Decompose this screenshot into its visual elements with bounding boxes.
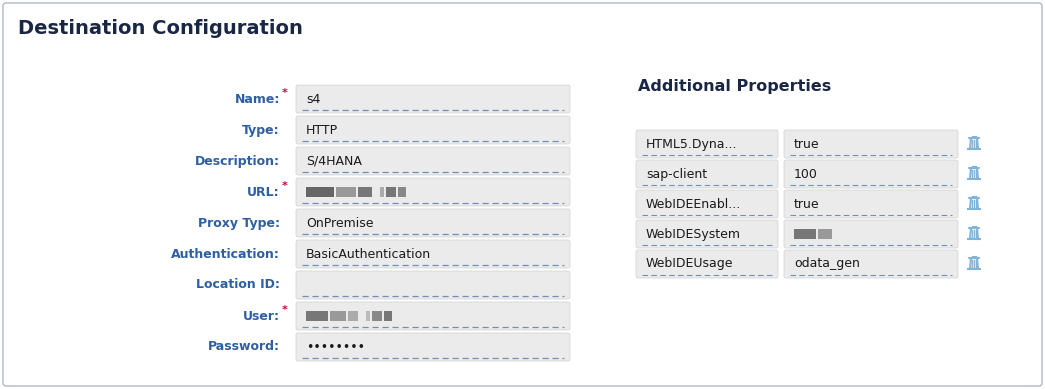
FancyBboxPatch shape bbox=[380, 187, 384, 197]
FancyBboxPatch shape bbox=[296, 271, 570, 299]
Text: BasicAuthentication: BasicAuthentication bbox=[306, 247, 432, 261]
Text: S/4HANA: S/4HANA bbox=[306, 154, 362, 168]
FancyBboxPatch shape bbox=[784, 250, 958, 278]
FancyBboxPatch shape bbox=[296, 85, 570, 113]
Text: odata_gen: odata_gen bbox=[794, 258, 860, 270]
Text: sap-client: sap-client bbox=[646, 168, 707, 180]
Text: OnPremise: OnPremise bbox=[306, 217, 373, 230]
FancyBboxPatch shape bbox=[366, 311, 370, 321]
FancyBboxPatch shape bbox=[296, 240, 570, 268]
FancyBboxPatch shape bbox=[636, 160, 777, 188]
FancyBboxPatch shape bbox=[784, 190, 958, 218]
FancyBboxPatch shape bbox=[306, 187, 334, 197]
FancyBboxPatch shape bbox=[794, 229, 816, 239]
Text: true: true bbox=[794, 198, 819, 210]
FancyBboxPatch shape bbox=[296, 209, 570, 237]
Text: Type:: Type: bbox=[242, 123, 280, 137]
FancyBboxPatch shape bbox=[348, 311, 358, 321]
Text: Destination Configuration: Destination Configuration bbox=[18, 19, 303, 38]
Text: Password:: Password: bbox=[208, 340, 280, 354]
FancyBboxPatch shape bbox=[296, 302, 570, 330]
FancyBboxPatch shape bbox=[636, 220, 777, 248]
FancyBboxPatch shape bbox=[372, 311, 382, 321]
FancyBboxPatch shape bbox=[384, 311, 392, 321]
Text: WebIDESystem: WebIDESystem bbox=[646, 228, 741, 240]
Text: ••••••••: •••••••• bbox=[306, 340, 365, 354]
Text: *: * bbox=[282, 181, 287, 191]
FancyBboxPatch shape bbox=[784, 160, 958, 188]
Text: Additional Properties: Additional Properties bbox=[638, 79, 831, 94]
FancyBboxPatch shape bbox=[358, 187, 372, 197]
FancyBboxPatch shape bbox=[296, 333, 570, 361]
Text: User:: User: bbox=[243, 310, 280, 322]
Text: HTML5.Dyna...: HTML5.Dyna... bbox=[646, 137, 738, 151]
FancyBboxPatch shape bbox=[636, 250, 777, 278]
FancyBboxPatch shape bbox=[386, 187, 396, 197]
FancyBboxPatch shape bbox=[306, 311, 328, 321]
FancyBboxPatch shape bbox=[784, 130, 958, 158]
Text: Name:: Name: bbox=[235, 93, 280, 105]
Text: 100: 100 bbox=[794, 168, 818, 180]
FancyBboxPatch shape bbox=[296, 178, 570, 206]
FancyBboxPatch shape bbox=[296, 147, 570, 175]
FancyBboxPatch shape bbox=[296, 116, 570, 144]
Text: Authentication:: Authentication: bbox=[171, 247, 280, 261]
Text: Proxy Type:: Proxy Type: bbox=[198, 217, 280, 230]
FancyBboxPatch shape bbox=[330, 311, 346, 321]
Text: Location ID:: Location ID: bbox=[196, 279, 280, 291]
Text: *: * bbox=[282, 88, 287, 98]
Text: HTTP: HTTP bbox=[306, 123, 339, 137]
FancyBboxPatch shape bbox=[818, 229, 832, 239]
Text: WebIDEUsage: WebIDEUsage bbox=[646, 258, 734, 270]
FancyBboxPatch shape bbox=[3, 3, 1042, 386]
FancyBboxPatch shape bbox=[784, 220, 958, 248]
Text: URL:: URL: bbox=[248, 186, 280, 198]
Text: WebIDEEnabl...: WebIDEEnabl... bbox=[646, 198, 741, 210]
FancyBboxPatch shape bbox=[636, 190, 777, 218]
Text: Description:: Description: bbox=[195, 154, 280, 168]
Text: true: true bbox=[794, 137, 819, 151]
Text: s4: s4 bbox=[306, 93, 321, 105]
Text: *: * bbox=[282, 305, 287, 315]
FancyBboxPatch shape bbox=[398, 187, 407, 197]
FancyBboxPatch shape bbox=[636, 130, 777, 158]
FancyBboxPatch shape bbox=[336, 187, 356, 197]
